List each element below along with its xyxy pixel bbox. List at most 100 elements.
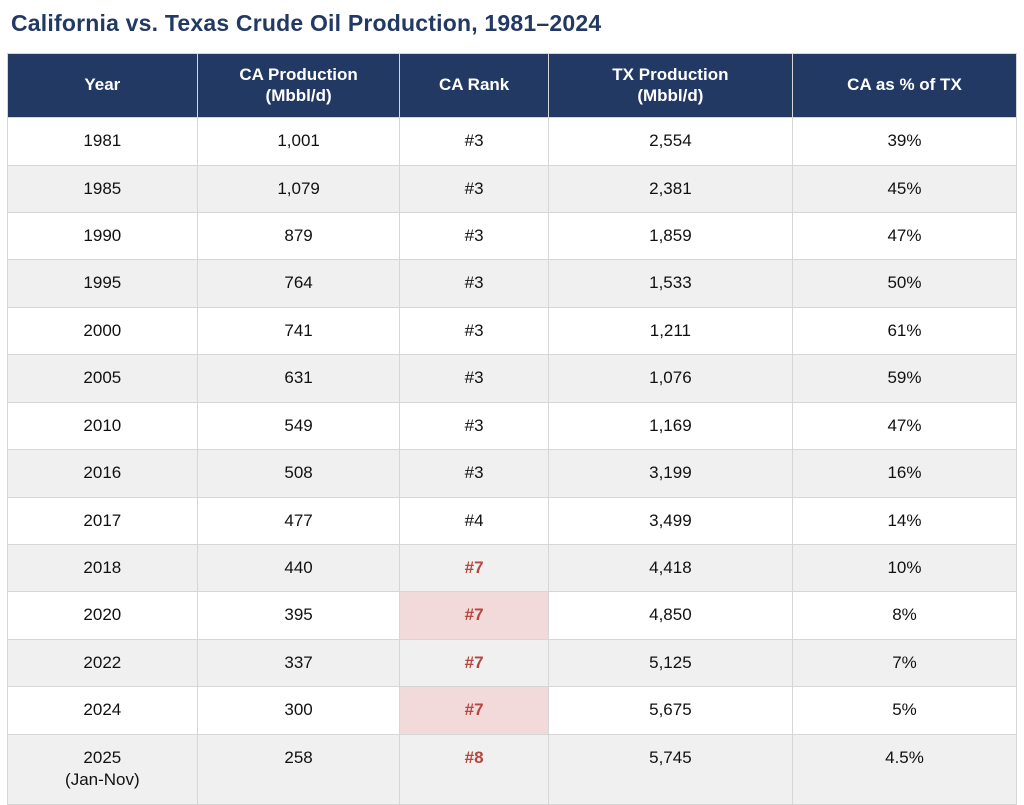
tx-production-cell: 3,499 (547, 496, 793, 546)
year-cell: 1981 (7, 117, 198, 166)
tx-production-cell: 1,533 (547, 259, 793, 308)
table-row: 2022 337 #7 5,125 7% (7, 638, 1018, 688)
column-header-label: TX Production (612, 64, 729, 84)
ca-pct-of-tx-cell: 50% (791, 259, 1018, 308)
table-row: 2010 549 #3 1,169 47% (7, 401, 1018, 451)
column-header-sublabel: (Mbbl/d) (265, 86, 332, 106)
column-header-label: CA Rank (439, 75, 510, 95)
table-row: 1981 1,001 #3 2,554 39% (7, 117, 1018, 166)
column-header-ca-as-of-tx: CA as % of TX (791, 52, 1018, 119)
ca-rank-cell: #7 (399, 686, 549, 735)
ca-rank-cell: #3 (399, 211, 549, 261)
tx-production-cell: 1,169 (547, 401, 793, 451)
year-cell: 1995 (7, 259, 198, 308)
year-cell: 2016 (7, 449, 198, 498)
tx-production-cell: 2,554 (547, 117, 793, 166)
year-cell: 2000 (7, 306, 198, 356)
table-row: 1985 1,079 #3 2,381 45% (7, 164, 1018, 213)
ca-production-cell: 741 (196, 306, 401, 356)
ca-pct-of-tx-cell: 61% (791, 306, 1018, 356)
column-header-label: CA as % of TX (847, 75, 962, 95)
ca-pct-of-tx-cell: 45% (791, 164, 1018, 213)
table-row: 2017 477 #4 3,499 14% (7, 496, 1018, 546)
ca-rank-cell: #3 (399, 354, 549, 403)
production-comparison-table: Year CA Production (Mbbl/d) CA Rank TX Produ… (7, 52, 1018, 805)
ca-rank-cell: #4 (399, 496, 549, 546)
ca-rank-cell: #7 (399, 638, 549, 688)
ca-rank-cell: #7 (399, 544, 549, 593)
ca-production-cell: 764 (196, 259, 401, 308)
table-row: 1990 879 #3 1,859 47% (7, 211, 1018, 261)
ca-pct-of-tx-cell: 8% (791, 591, 1018, 640)
year-cell: 2010 (7, 401, 198, 451)
ca-pct-of-tx-cell: 47% (791, 211, 1018, 261)
ca-rank-cell: #3 (399, 259, 549, 308)
table-row: 2018 440 #7 4,418 10% (7, 544, 1018, 593)
year-cell: 2005 (7, 354, 198, 403)
tx-production-cell: 4,418 (547, 544, 793, 593)
ca-rank-cell: #3 (399, 164, 549, 213)
ca-rank-cell: #3 (399, 449, 549, 498)
ca-production-cell: 300 (196, 686, 401, 735)
tx-production-cell: 5,125 (547, 638, 793, 688)
year-cell: 2020 (7, 591, 198, 640)
ca-pct-of-tx-cell: 5% (791, 686, 1018, 735)
ca-production-cell: 258 (196, 733, 401, 805)
tx-production-cell: 1,076 (547, 354, 793, 403)
ca-pct-of-tx-cell: 14% (791, 496, 1018, 546)
tx-production-cell: 2,381 (547, 164, 793, 213)
ca-production-cell: 337 (196, 638, 401, 688)
ca-production-cell: 631 (196, 354, 401, 403)
ca-production-cell: 477 (196, 496, 401, 546)
table-row: 2025 (Jan-Nov) 258 #8 5,745 4.5% (7, 733, 1018, 805)
ca-rank-cell: #8 (399, 733, 549, 805)
year-cell: 2018 (7, 544, 198, 593)
year-cell: 2024 (7, 686, 198, 735)
table-row: 1995 764 #3 1,533 50% (7, 259, 1018, 308)
ca-production-cell: 395 (196, 591, 401, 640)
table-header-row: Year CA Production (Mbbl/d) CA Rank TX Produ… (7, 52, 1018, 119)
ca-production-cell: 879 (196, 211, 401, 261)
ca-pct-of-tx-cell: 47% (791, 401, 1018, 451)
ca-rank-cell: #7 (399, 591, 549, 640)
tx-production-cell: 5,675 (547, 686, 793, 735)
ca-production-cell: 1,001 (196, 117, 401, 166)
ca-production-cell: 549 (196, 401, 401, 451)
table-row: 2016 508 #3 3,199 16% (7, 449, 1018, 498)
tx-production-cell: 5,745 (547, 733, 793, 805)
year-cell: 2025 (Jan-Nov) (7, 733, 198, 805)
table-row: 2024 300 #7 5,675 5% (7, 686, 1018, 735)
tx-production-cell: 4,850 (547, 591, 793, 640)
table-body: 1981 1,001 #3 2,554 39% 1985 1,079 #3 2,381 45% 19… (7, 117, 1018, 805)
column-header-ca-rank: CA Rank (399, 52, 549, 119)
table-row: 2000 741 #3 1,211 61% (7, 306, 1018, 356)
ca-pct-of-tx-cell: 39% (791, 117, 1018, 166)
column-header-ca-production: CA Production (Mbbl/d) (196, 52, 401, 119)
ca-production-cell: 508 (196, 449, 401, 498)
column-header-sublabel: (Mbbl/d) (637, 86, 704, 106)
ca-pct-of-tx-cell: 59% (791, 354, 1018, 403)
ca-production-cell: 1,079 (196, 164, 401, 213)
ca-pct-of-tx-cell: 4.5% (791, 733, 1018, 805)
ca-pct-of-tx-cell: 10% (791, 544, 1018, 593)
tx-production-cell: 1,859 (547, 211, 793, 261)
column-header-label: CA Production (239, 64, 358, 84)
ca-rank-cell: #3 (399, 117, 549, 166)
ca-rank-cell: #3 (399, 401, 549, 451)
page-title: California vs. Texas Crude Oil Productio… (11, 10, 602, 36)
column-header-year: Year (7, 52, 198, 119)
column-header-label: Year (84, 75, 121, 95)
table-row: 2005 631 #3 1,076 59% (7, 354, 1018, 403)
year-cell: 1990 (7, 211, 198, 261)
ca-pct-of-tx-cell: 16% (791, 449, 1018, 498)
tx-production-cell: 1,211 (547, 306, 793, 356)
ca-rank-cell: #3 (399, 306, 549, 356)
table-row: 2020 395 #7 4,850 8% (7, 591, 1018, 640)
year-cell: 1985 (7, 164, 198, 213)
year-cell: 2022 (7, 638, 198, 688)
year-cell: 2017 (7, 496, 198, 546)
ca-pct-of-tx-cell: 7% (791, 638, 1018, 688)
tx-production-cell: 3,199 (547, 449, 793, 498)
ca-production-cell: 440 (196, 544, 401, 593)
